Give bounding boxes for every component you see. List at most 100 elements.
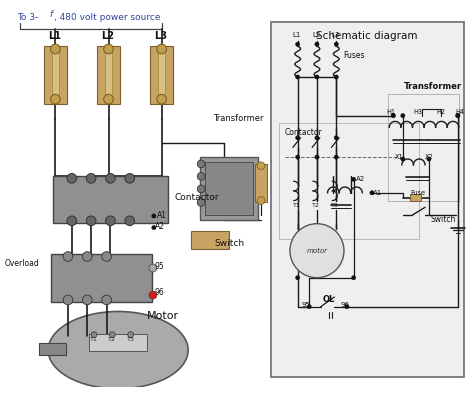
Circle shape: [67, 173, 77, 183]
Circle shape: [109, 332, 115, 338]
Circle shape: [91, 332, 97, 338]
Text: X2: X2: [425, 154, 434, 160]
Text: Contactor: Contactor: [174, 193, 219, 202]
Text: 96: 96: [340, 302, 349, 308]
Circle shape: [152, 226, 156, 230]
Circle shape: [102, 295, 111, 305]
Circle shape: [106, 173, 115, 183]
Bar: [44, 46, 67, 104]
Text: H2: H2: [437, 109, 446, 115]
Text: Transformer: Transformer: [404, 82, 462, 91]
Text: Transformer: Transformer: [213, 114, 263, 123]
Text: H4: H4: [455, 109, 464, 115]
Circle shape: [197, 173, 205, 180]
Bar: [105, 50, 112, 100]
Bar: [191, 231, 229, 249]
Text: A2: A2: [356, 176, 365, 182]
Text: Schematic diagram: Schematic diagram: [316, 31, 418, 40]
Circle shape: [82, 252, 92, 261]
Text: H1: H1: [386, 109, 395, 115]
Circle shape: [345, 305, 349, 309]
Circle shape: [315, 136, 319, 140]
Circle shape: [128, 332, 134, 338]
Circle shape: [401, 157, 405, 161]
Text: motor: motor: [307, 248, 328, 254]
Text: A2: A2: [155, 222, 165, 231]
Text: Motor: Motor: [147, 311, 179, 321]
Circle shape: [86, 216, 96, 226]
Text: To 3-: To 3-: [17, 13, 38, 22]
Bar: [271, 22, 464, 377]
Bar: [89, 334, 147, 351]
Circle shape: [102, 252, 111, 261]
Text: L1: L1: [293, 31, 301, 38]
Circle shape: [352, 177, 356, 182]
Circle shape: [152, 214, 156, 218]
Circle shape: [125, 216, 135, 226]
Text: 95: 95: [155, 262, 164, 271]
Circle shape: [82, 295, 92, 305]
Text: A1: A1: [373, 190, 382, 196]
Circle shape: [456, 114, 460, 118]
Circle shape: [427, 157, 431, 161]
Text: Overload: Overload: [4, 259, 39, 268]
Text: A1: A1: [157, 211, 167, 220]
Bar: [158, 50, 165, 100]
Circle shape: [370, 191, 374, 195]
Circle shape: [456, 114, 460, 118]
Circle shape: [197, 185, 205, 193]
Circle shape: [51, 44, 60, 54]
Text: Fuse: Fuse: [410, 190, 426, 196]
Text: L3: L3: [331, 31, 340, 38]
Text: T3: T3: [331, 203, 339, 208]
Circle shape: [401, 114, 405, 118]
Bar: [52, 50, 59, 100]
Text: Switch: Switch: [431, 215, 456, 224]
Circle shape: [106, 216, 115, 226]
Circle shape: [197, 198, 205, 206]
Circle shape: [149, 291, 157, 299]
Text: T2: T2: [312, 203, 320, 208]
Circle shape: [334, 75, 338, 79]
Circle shape: [104, 94, 113, 104]
Circle shape: [86, 173, 96, 183]
Text: , 480 volt power source: , 480 volt power source: [55, 13, 161, 22]
Text: T2: T2: [109, 337, 116, 342]
Circle shape: [307, 305, 311, 309]
Circle shape: [51, 94, 60, 104]
Text: Switch: Switch: [215, 239, 245, 248]
Text: $\it{f}$: $\it{f}$: [49, 8, 55, 19]
Bar: [255, 164, 267, 202]
Circle shape: [149, 264, 157, 272]
Bar: [388, 94, 459, 200]
Circle shape: [295, 155, 300, 159]
Text: OL: OL: [323, 296, 335, 305]
Circle shape: [391, 114, 395, 118]
Circle shape: [197, 160, 205, 168]
Text: X1: X1: [395, 154, 404, 160]
Circle shape: [352, 275, 356, 280]
Circle shape: [257, 196, 265, 204]
Circle shape: [63, 295, 73, 305]
Circle shape: [295, 275, 300, 280]
Bar: [97, 46, 120, 104]
Circle shape: [391, 114, 395, 118]
Circle shape: [295, 136, 300, 140]
Circle shape: [334, 42, 338, 46]
Bar: [410, 194, 421, 202]
Bar: [205, 162, 253, 215]
Circle shape: [290, 224, 344, 278]
Bar: [150, 46, 173, 104]
Circle shape: [315, 155, 319, 159]
Text: L2: L2: [312, 31, 320, 38]
Text: L3: L3: [154, 31, 167, 42]
Text: 95: 95: [301, 302, 310, 308]
Text: H3: H3: [413, 109, 422, 115]
Circle shape: [67, 216, 77, 226]
Circle shape: [315, 75, 319, 79]
Bar: [200, 157, 258, 220]
Circle shape: [257, 162, 265, 170]
Bar: [53, 176, 168, 223]
Text: T1: T1: [293, 203, 301, 208]
Circle shape: [295, 42, 300, 46]
